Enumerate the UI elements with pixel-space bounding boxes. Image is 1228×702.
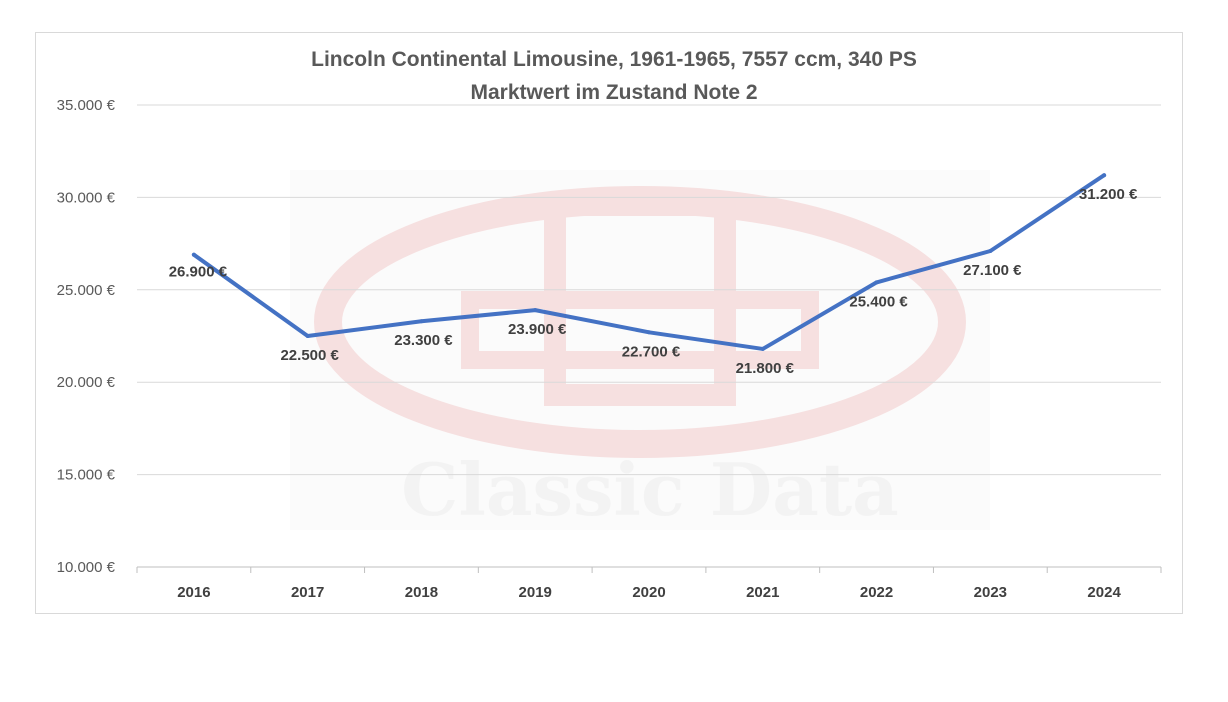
chart-title: Lincoln Continental Limousine, 1961-1965… <box>311 48 917 71</box>
y-tick-label: 35.000 € <box>57 97 116 114</box>
data-point <box>419 319 424 324</box>
x-tick-label: 2020 <box>632 584 665 601</box>
x-tick-label: 2017 <box>291 584 324 601</box>
x-tick-label: 2021 <box>746 584 779 601</box>
x-tick-label: 2022 <box>860 584 893 601</box>
label-layer: 26.900 € 22.500 € 23.300 € 23.900 € 22.700 €… <box>169 186 1138 377</box>
y-tick-label: 20.000 € <box>57 374 116 391</box>
data-label: 22.500 € <box>280 347 339 364</box>
grid-layer <box>137 104 1161 568</box>
data-point <box>760 346 765 351</box>
x-tick-label: 2016 <box>177 584 210 601</box>
data-label: 26.900 € <box>169 264 228 281</box>
data-label: 22.700 € <box>622 343 681 360</box>
y-tick-label: 15.000 € <box>57 467 116 484</box>
data-point <box>874 280 879 285</box>
data-point <box>305 334 310 338</box>
y-tick-label: 10.000 € <box>57 559 116 576</box>
watermark-logo: Classic Data <box>290 170 990 532</box>
chart-subtitle: Marktwert im Zustand Note 2 <box>470 81 758 104</box>
x-tick-label: 2019 <box>519 584 552 601</box>
watermark-text: Classic Data <box>401 447 899 532</box>
data-point <box>647 330 651 335</box>
data-point <box>191 252 196 257</box>
data-point <box>1102 173 1107 178</box>
y-tick-label: 25.000 € <box>57 282 116 299</box>
data-label: 23.900 € <box>508 321 567 338</box>
data-point <box>533 308 538 313</box>
x-tick-label: 2018 <box>405 584 438 601</box>
data-label: 31.200 € <box>1079 186 1138 203</box>
data-label: 25.400 € <box>849 293 908 310</box>
data-label: 21.800 € <box>736 360 795 377</box>
y-tick-label: 30.000 € <box>57 189 116 206</box>
data-label: 23.300 € <box>394 332 453 349</box>
axis-layer: 10.000 € 15.000 € 20.000 € 25.000 € 30.000 €… <box>57 97 1162 601</box>
x-tick-label: 2024 <box>1087 584 1121 601</box>
series-layer <box>191 173 1107 351</box>
data-point <box>988 248 993 253</box>
x-tick-label: 2023 <box>974 584 1007 601</box>
data-label: 27.100 € <box>963 262 1022 279</box>
